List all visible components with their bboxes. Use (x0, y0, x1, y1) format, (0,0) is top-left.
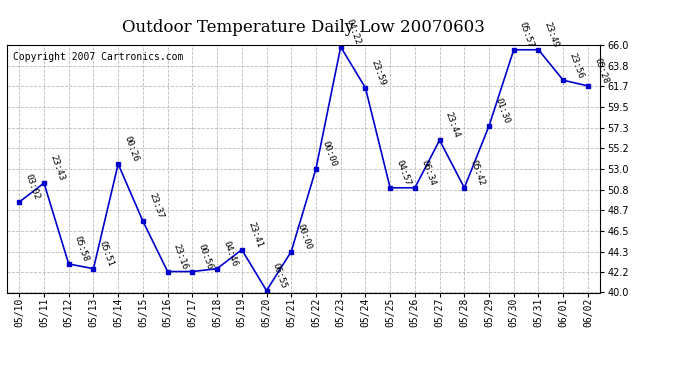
Text: Outdoor Temperature Daily Low 20070603: Outdoor Temperature Daily Low 20070603 (122, 19, 485, 36)
Text: 00:26: 00:26 (122, 135, 140, 163)
Text: 23:49: 23:49 (542, 21, 560, 49)
Text: 06:55: 06:55 (270, 261, 288, 290)
Text: 04:22: 04:22 (345, 18, 362, 46)
Text: 05:28: 05:28 (592, 57, 610, 85)
Text: 04:46: 04:46 (221, 240, 239, 268)
Text: 06:34: 06:34 (419, 159, 437, 187)
Text: 23:37: 23:37 (147, 192, 165, 220)
Text: 05:42: 05:42 (469, 159, 486, 187)
Text: 05:58: 05:58 (73, 235, 90, 263)
Text: 01:30: 01:30 (493, 97, 511, 125)
Text: 05:57: 05:57 (518, 21, 535, 49)
Text: Copyright 2007 Cartronics.com: Copyright 2007 Cartronics.com (13, 53, 184, 62)
Text: 00:56: 00:56 (197, 243, 214, 271)
Text: 23:44: 23:44 (444, 111, 462, 140)
Text: 23:16: 23:16 (172, 243, 190, 271)
Text: 00:00: 00:00 (295, 222, 313, 251)
Text: 04:57: 04:57 (394, 159, 412, 187)
Text: 03:02: 03:02 (23, 173, 41, 201)
Text: 23:41: 23:41 (246, 220, 264, 249)
Text: 23:43: 23:43 (48, 154, 66, 182)
Text: 23:56: 23:56 (567, 51, 585, 80)
Text: 23:59: 23:59 (370, 59, 387, 87)
Text: 05:51: 05:51 (97, 240, 115, 268)
Text: 00:00: 00:00 (320, 140, 338, 168)
